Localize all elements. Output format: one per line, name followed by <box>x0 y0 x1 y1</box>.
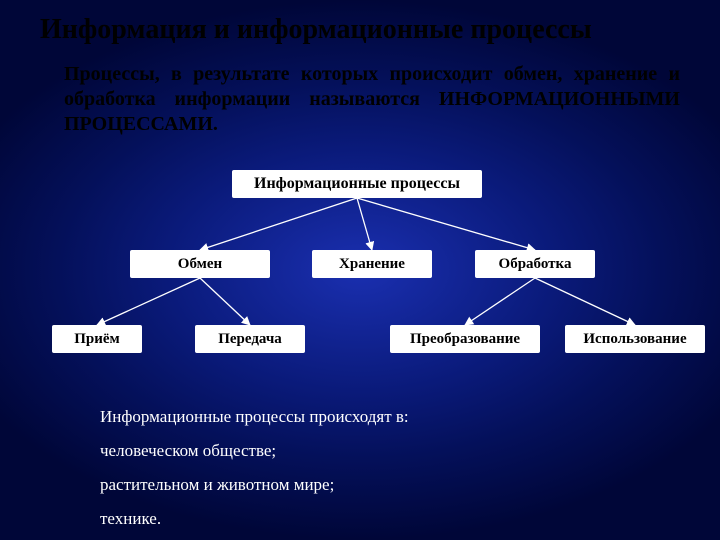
page-subtitle: Процессы, в результате которых происходи… <box>64 62 680 137</box>
node-processing: Обработка <box>475 250 595 278</box>
bullets-block: Информационные процессы происходят в: че… <box>100 400 409 536</box>
node-usage: Использование <box>565 325 705 353</box>
bullet-item: растительном и животном мире; <box>100 468 409 502</box>
edge-processing-transform <box>465 278 535 325</box>
bullets-intro: Информационные процессы происходят в: <box>100 400 409 434</box>
edge-root-exchange <box>200 198 357 250</box>
node-reception: Приём <box>52 325 142 353</box>
edge-root-storage <box>357 198 372 250</box>
edge-exchange-reception <box>97 278 200 325</box>
edge-exchange-transmission <box>200 278 250 325</box>
node-transmission: Передача <box>195 325 305 353</box>
node-storage: Хранение <box>312 250 432 278</box>
node-transform: Преобразование <box>390 325 540 353</box>
node-root: Информационные процессы <box>232 170 482 198</box>
edge-processing-usage <box>535 278 635 325</box>
bullet-item: человеческом обществе; <box>100 434 409 468</box>
edge-root-processing <box>357 198 535 250</box>
page-title: Информация и информационные процессы <box>40 14 592 46</box>
node-exchange: Обмен <box>130 250 270 278</box>
bullet-item: технике. <box>100 502 409 536</box>
